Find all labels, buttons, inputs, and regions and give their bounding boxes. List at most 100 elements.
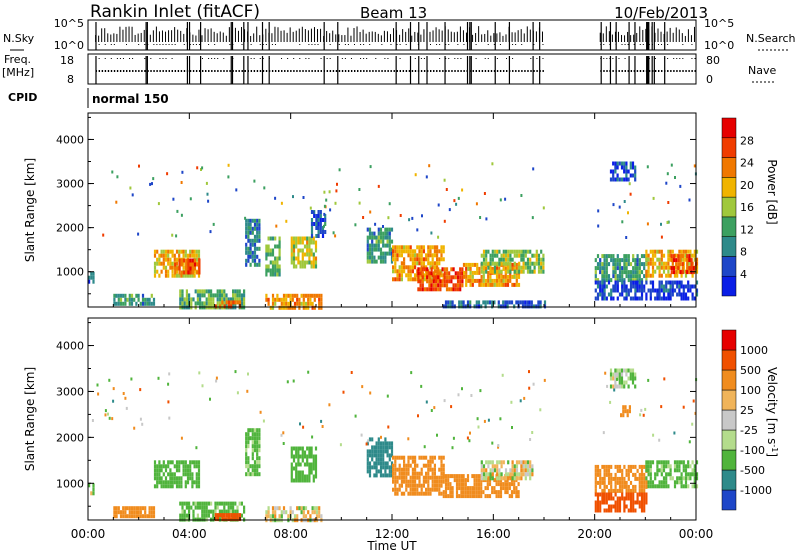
data-cell bbox=[498, 282, 501, 287]
noise-cell bbox=[307, 370, 310, 374]
data-cell bbox=[271, 305, 275, 310]
noise-cell bbox=[171, 233, 174, 237]
data-cell bbox=[409, 253, 412, 258]
data-cell bbox=[375, 465, 378, 470]
data-cell bbox=[612, 161, 615, 166]
data-cell bbox=[625, 484, 628, 489]
data-cell bbox=[599, 476, 602, 481]
colorbar-swatch bbox=[721, 117, 737, 139]
data-cell bbox=[621, 280, 624, 285]
data-cell bbox=[314, 244, 318, 249]
noise-cell bbox=[206, 192, 209, 196]
data-cell bbox=[452, 287, 455, 292]
data-cell bbox=[183, 513, 186, 518]
nave-dot bbox=[98, 58, 100, 59]
data-cell bbox=[373, 453, 376, 458]
data-cell bbox=[482, 468, 486, 473]
data-cell bbox=[618, 372, 621, 377]
data-cell bbox=[480, 304, 483, 309]
data-cell bbox=[476, 278, 479, 283]
data-cell bbox=[676, 253, 679, 258]
data-cell bbox=[290, 256, 293, 261]
data-cell bbox=[392, 253, 395, 258]
data-cell bbox=[647, 257, 650, 262]
data-cell bbox=[425, 257, 428, 262]
noise-cell bbox=[280, 201, 283, 205]
data-cell bbox=[605, 492, 608, 497]
data-cell bbox=[656, 265, 659, 270]
noise-cell bbox=[428, 164, 431, 168]
data-cell bbox=[497, 482, 500, 487]
data-cell bbox=[300, 510, 303, 515]
data-cell bbox=[524, 476, 527, 481]
freq-point bbox=[478, 70, 481, 72]
noise-cell bbox=[543, 378, 546, 382]
data-cell bbox=[623, 476, 626, 481]
data-cell bbox=[285, 305, 288, 310]
data-cell bbox=[475, 494, 478, 499]
data-cell bbox=[620, 177, 624, 182]
data-cell bbox=[520, 269, 523, 274]
data-cell bbox=[271, 264, 275, 269]
data-cell bbox=[310, 236, 313, 241]
data-cell bbox=[695, 472, 699, 477]
data-cell bbox=[282, 293, 286, 298]
data-cell bbox=[620, 380, 624, 385]
colorbar-tick-label: 25 bbox=[740, 404, 754, 417]
data-cell bbox=[438, 475, 441, 480]
data-cell bbox=[688, 258, 691, 263]
data-cell bbox=[314, 248, 318, 253]
data-cell bbox=[400, 245, 403, 250]
freq-point bbox=[244, 70, 246, 72]
data-cell bbox=[665, 472, 668, 477]
noise-cell bbox=[528, 370, 530, 374]
data-cell bbox=[433, 455, 436, 460]
data-cell bbox=[478, 266, 481, 271]
data-cell bbox=[526, 249, 530, 254]
data-cell bbox=[153, 273, 157, 278]
data-cell bbox=[183, 297, 186, 302]
data-cell bbox=[678, 288, 681, 293]
data-cell bbox=[629, 492, 633, 497]
freq-point bbox=[515, 70, 517, 72]
data-cell bbox=[313, 510, 316, 515]
data-cell bbox=[618, 274, 622, 279]
data-cell bbox=[667, 288, 670, 293]
freq-point bbox=[126, 70, 128, 72]
data-cell bbox=[673, 280, 677, 285]
data-cell bbox=[128, 293, 131, 298]
data-cell bbox=[382, 259, 385, 264]
data-cell bbox=[643, 472, 646, 477]
data-cell bbox=[482, 261, 486, 266]
data-cell bbox=[171, 269, 174, 274]
data-cell bbox=[409, 273, 412, 278]
data-cell bbox=[146, 297, 149, 302]
data-cell bbox=[529, 468, 532, 473]
data-cell bbox=[629, 368, 632, 373]
data-cell bbox=[419, 279, 422, 284]
nave-dot bbox=[457, 58, 459, 59]
data-cell bbox=[656, 249, 659, 254]
data-cell bbox=[247, 456, 250, 461]
data-cell bbox=[466, 300, 470, 305]
data-cell bbox=[379, 469, 383, 474]
data-cell bbox=[651, 249, 655, 254]
noise-cell bbox=[133, 426, 136, 430]
data-cell bbox=[625, 504, 628, 509]
data-cell bbox=[199, 501, 202, 506]
data-cell bbox=[460, 490, 463, 495]
data-cell bbox=[614, 177, 617, 182]
data-cell bbox=[293, 293, 297, 298]
data-cell bbox=[640, 254, 644, 259]
noise-cell bbox=[625, 236, 628, 239]
data-cell bbox=[680, 460, 683, 465]
data-cell bbox=[662, 265, 666, 270]
data-cell bbox=[513, 482, 516, 487]
freq-point bbox=[241, 70, 243, 72]
noise-cell bbox=[104, 413, 107, 417]
nave-dot bbox=[110, 58, 112, 59]
data-cell bbox=[373, 461, 376, 466]
data-cell bbox=[167, 464, 170, 469]
data-cell bbox=[382, 457, 385, 462]
data-cell bbox=[306, 462, 309, 467]
